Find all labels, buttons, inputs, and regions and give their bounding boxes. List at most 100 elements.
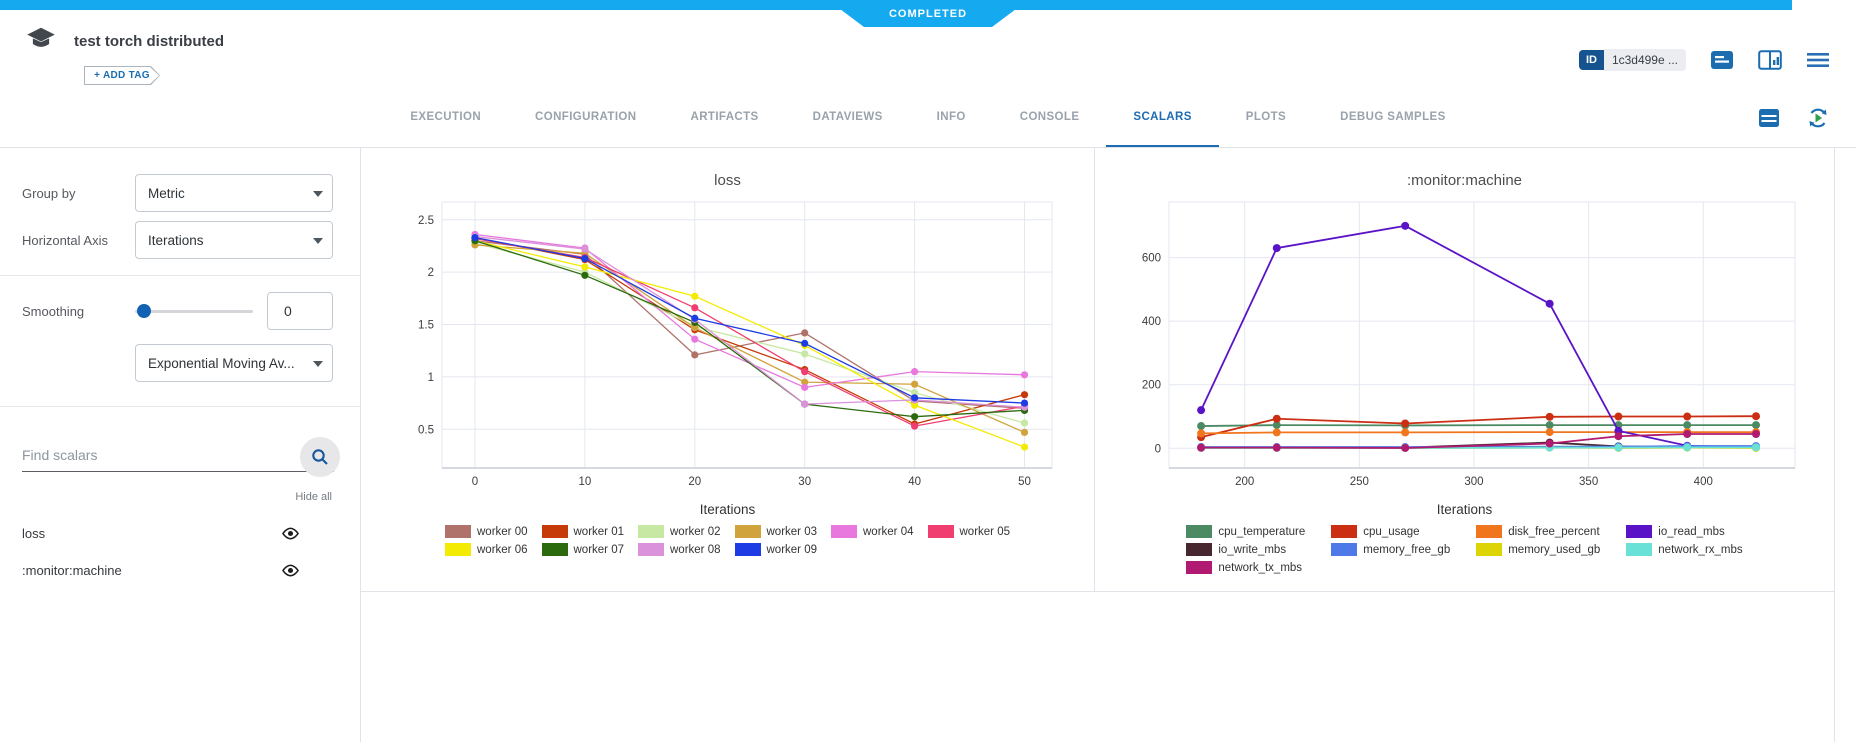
legend-item-memory_used_gb[interactable]: memory_used_gb xyxy=(1476,543,1600,556)
legend-item-network_tx_mbs[interactable]: network_tx_mbs xyxy=(1186,561,1302,574)
legend-item-worker-06[interactable]: worker 06 xyxy=(445,543,528,556)
series-line-disk_free_percent xyxy=(1200,431,1756,435)
legend-label: worker 02 xyxy=(670,525,721,538)
tab-artifacts[interactable]: ARTIFACTS xyxy=(690,110,759,123)
legend-swatch xyxy=(1186,525,1213,538)
svg-text:350: 350 xyxy=(1579,476,1598,488)
legend-item-cpu_usage[interactable]: cpu_usage xyxy=(1331,525,1420,538)
metric-row-loss[interactable]: loss xyxy=(22,517,334,550)
legend-item-memory_free_gb[interactable]: memory_free_gb xyxy=(1331,543,1450,556)
legend-item-worker-02[interactable]: worker 02 xyxy=(638,525,721,538)
monitor-machine-chart-plot[interactable]: 200 250 300 350 400 0 200 400 600 xyxy=(1095,193,1834,500)
tab-scalars[interactable]: SCALARS xyxy=(1106,88,1219,147)
legend-swatch xyxy=(734,525,761,538)
auto-refresh-icon[interactable] xyxy=(1806,106,1830,130)
legend-item-io_write_mbs[interactable]: io_write_mbs xyxy=(1186,543,1286,556)
metric-label: loss xyxy=(22,526,46,541)
id-label: ID xyxy=(1578,50,1604,70)
x-axis-label: Iterations xyxy=(699,502,756,517)
legend-swatch xyxy=(1186,543,1213,556)
legend-item-worker-01[interactable]: worker 01 xyxy=(541,525,625,538)
chart-title: :monitor:machine xyxy=(1406,172,1523,189)
svg-text:40: 40 xyxy=(908,476,921,488)
chevron-down-icon xyxy=(313,238,323,244)
smoothing-label: Smoothing xyxy=(22,303,85,319)
menu-icon[interactable] xyxy=(1806,51,1830,69)
content-area: Group by Metric Horizontal Axis Iteratio… xyxy=(0,148,1856,742)
tab-console[interactable]: CONSOLE xyxy=(1019,110,1080,123)
tab-execution[interactable]: EXECUTION xyxy=(410,110,482,123)
metric-row--monitor-machine[interactable]: :monitor:machine xyxy=(22,554,334,587)
legend-item-worker-09[interactable]: worker 09 xyxy=(734,543,817,556)
chevron-down-icon xyxy=(313,191,323,197)
search-icon xyxy=(312,449,328,465)
visibility-toggle[interactable] xyxy=(281,527,300,540)
tab-plots[interactable]: PLOTS xyxy=(1245,110,1287,123)
collapsed-right-panel[interactable] xyxy=(1834,148,1856,742)
legend-item-worker-07[interactable]: worker 07 xyxy=(541,543,625,556)
comment-icon[interactable] xyxy=(1710,49,1734,71)
legend-swatch xyxy=(445,543,471,556)
divider xyxy=(0,275,360,276)
page-title: test torch distributed xyxy=(74,33,225,50)
smoothing-slider[interactable] xyxy=(135,304,253,318)
legend-swatch xyxy=(1476,525,1503,538)
svg-text:600: 600 xyxy=(1141,253,1160,265)
legend-swatch xyxy=(1331,543,1358,556)
legend-label: memory_free_gb xyxy=(1363,543,1451,556)
legend-swatch xyxy=(541,525,568,538)
legend-item-io_read_mbs[interactable]: io_read_mbs xyxy=(1626,525,1725,538)
legend-swatch xyxy=(638,525,664,538)
legend-label: worker 07 xyxy=(573,543,625,556)
eye-icon xyxy=(282,564,299,577)
id-value: 1c3d499e ... xyxy=(1603,49,1686,71)
tab-info[interactable]: INFO xyxy=(936,110,966,123)
legend-swatch xyxy=(1331,525,1358,538)
slider-thumb[interactable] xyxy=(137,304,151,318)
divider xyxy=(0,406,360,407)
series-line-worker-07 xyxy=(474,240,1025,418)
experiment-id-chip[interactable]: ID 1c3d499e ... xyxy=(1578,49,1686,71)
hide-all-button[interactable]: Hide all xyxy=(295,491,332,503)
tab-dataviews[interactable]: DATAVIEWS xyxy=(812,110,883,123)
visibility-toggle[interactable] xyxy=(281,564,300,577)
svg-text:200: 200 xyxy=(1235,476,1254,488)
svg-text:200: 200 xyxy=(1141,380,1160,392)
tab-configuration[interactable]: CONFIGURATION xyxy=(535,110,637,123)
search-button[interactable] xyxy=(300,437,340,477)
series-line-worker-05 xyxy=(474,238,1025,427)
legend-label: memory_used_gb xyxy=(1508,543,1601,556)
experiment-type-icon xyxy=(26,26,56,57)
group-by-select[interactable]: Metric xyxy=(135,174,333,212)
legend-label: disk_free_percent xyxy=(1508,525,1600,538)
legend-label: cpu_usage xyxy=(1363,525,1420,538)
smoothing-type-select[interactable]: Exponential Moving Av... xyxy=(135,344,333,382)
loss-chart-plot[interactable]: 0 10 20 30 40 50 0.5 1 1.5 2 2.5 xyxy=(361,193,1094,500)
legend-item-worker-00[interactable]: worker 00 xyxy=(445,525,528,538)
details-panel-icon[interactable] xyxy=(1758,49,1782,71)
legend-item-worker-04[interactable]: worker 04 xyxy=(831,525,914,538)
legend-item-worker-08[interactable]: worker 08 xyxy=(638,543,721,556)
legend-item-disk_free_percent[interactable]: disk_free_percent xyxy=(1476,525,1600,538)
legend-label: worker 04 xyxy=(863,525,914,538)
smoothing-value-input[interactable] xyxy=(267,292,333,330)
tab-debug-samples[interactable]: DEBUG SAMPLES xyxy=(1340,110,1446,123)
horizontal-axis-select[interactable]: Iterations xyxy=(135,221,333,259)
legend-item-cpu_temperature[interactable]: cpu_temperature xyxy=(1186,525,1305,538)
horizontal-axis-label: Horizontal Axis xyxy=(22,232,108,248)
find-scalars-input[interactable] xyxy=(22,437,334,472)
scalars-settings-sidebar: Group by Metric Horizontal Axis Iteratio… xyxy=(0,148,361,742)
x-axis-label: Iterations xyxy=(1436,502,1493,517)
legend-item-worker-05[interactable]: worker 05 xyxy=(927,525,1010,538)
legend-swatch xyxy=(1476,543,1503,556)
svg-text:400: 400 xyxy=(1693,476,1712,488)
table-view-icon[interactable] xyxy=(1758,106,1780,130)
legend-label: worker 01 xyxy=(573,525,625,538)
series-line-worker-08 xyxy=(474,235,1025,408)
series-line-io_read_mbs xyxy=(1199,224,1756,449)
legend-swatch xyxy=(541,543,568,556)
add-tag-button[interactable]: + ADD TAG xyxy=(84,66,160,85)
legend-label: network_tx_mbs xyxy=(1218,561,1303,574)
legend-item-worker-03[interactable]: worker 03 xyxy=(734,525,817,538)
legend-item-network_rx_mbs[interactable]: network_rx_mbs xyxy=(1626,543,1743,556)
